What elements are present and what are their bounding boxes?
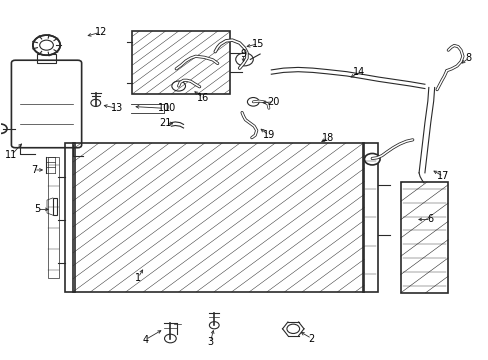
- Text: 3: 3: [207, 337, 213, 347]
- Text: 10: 10: [163, 103, 176, 113]
- Text: 5: 5: [34, 204, 41, 215]
- Circle shape: [171, 81, 185, 91]
- Text: 8: 8: [465, 53, 471, 63]
- Bar: [53, 198, 57, 215]
- Bar: [73, 143, 364, 292]
- Text: 6: 6: [427, 215, 433, 224]
- Text: 4: 4: [142, 334, 148, 345]
- Bar: [400, 182, 447, 293]
- Circle shape: [364, 153, 379, 165]
- Bar: [362, 143, 377, 292]
- Bar: [65, 143, 75, 292]
- Text: 16: 16: [197, 93, 209, 103]
- Circle shape: [0, 124, 7, 134]
- Text: 7: 7: [31, 165, 37, 175]
- Text: 20: 20: [267, 97, 279, 107]
- Text: 18: 18: [322, 133, 334, 143]
- Circle shape: [33, 35, 60, 55]
- Text: 19: 19: [262, 130, 274, 140]
- Text: 9: 9: [240, 49, 246, 59]
- Text: 2: 2: [308, 333, 314, 343]
- Bar: [73, 143, 364, 292]
- Bar: [132, 31, 229, 94]
- Text: 13: 13: [110, 103, 122, 113]
- Bar: [37, 54, 56, 63]
- Text: 21: 21: [159, 118, 171, 128]
- Text: 11: 11: [5, 150, 18, 160]
- Circle shape: [91, 99, 101, 107]
- Text: 15: 15: [251, 39, 264, 49]
- Text: 1: 1: [135, 273, 141, 283]
- Bar: [48, 157, 59, 278]
- Text: 10: 10: [158, 103, 170, 113]
- Text: 17: 17: [436, 171, 448, 181]
- Circle shape: [247, 98, 259, 106]
- Text: 12: 12: [94, 27, 106, 37]
- Text: 14: 14: [352, 67, 365, 77]
